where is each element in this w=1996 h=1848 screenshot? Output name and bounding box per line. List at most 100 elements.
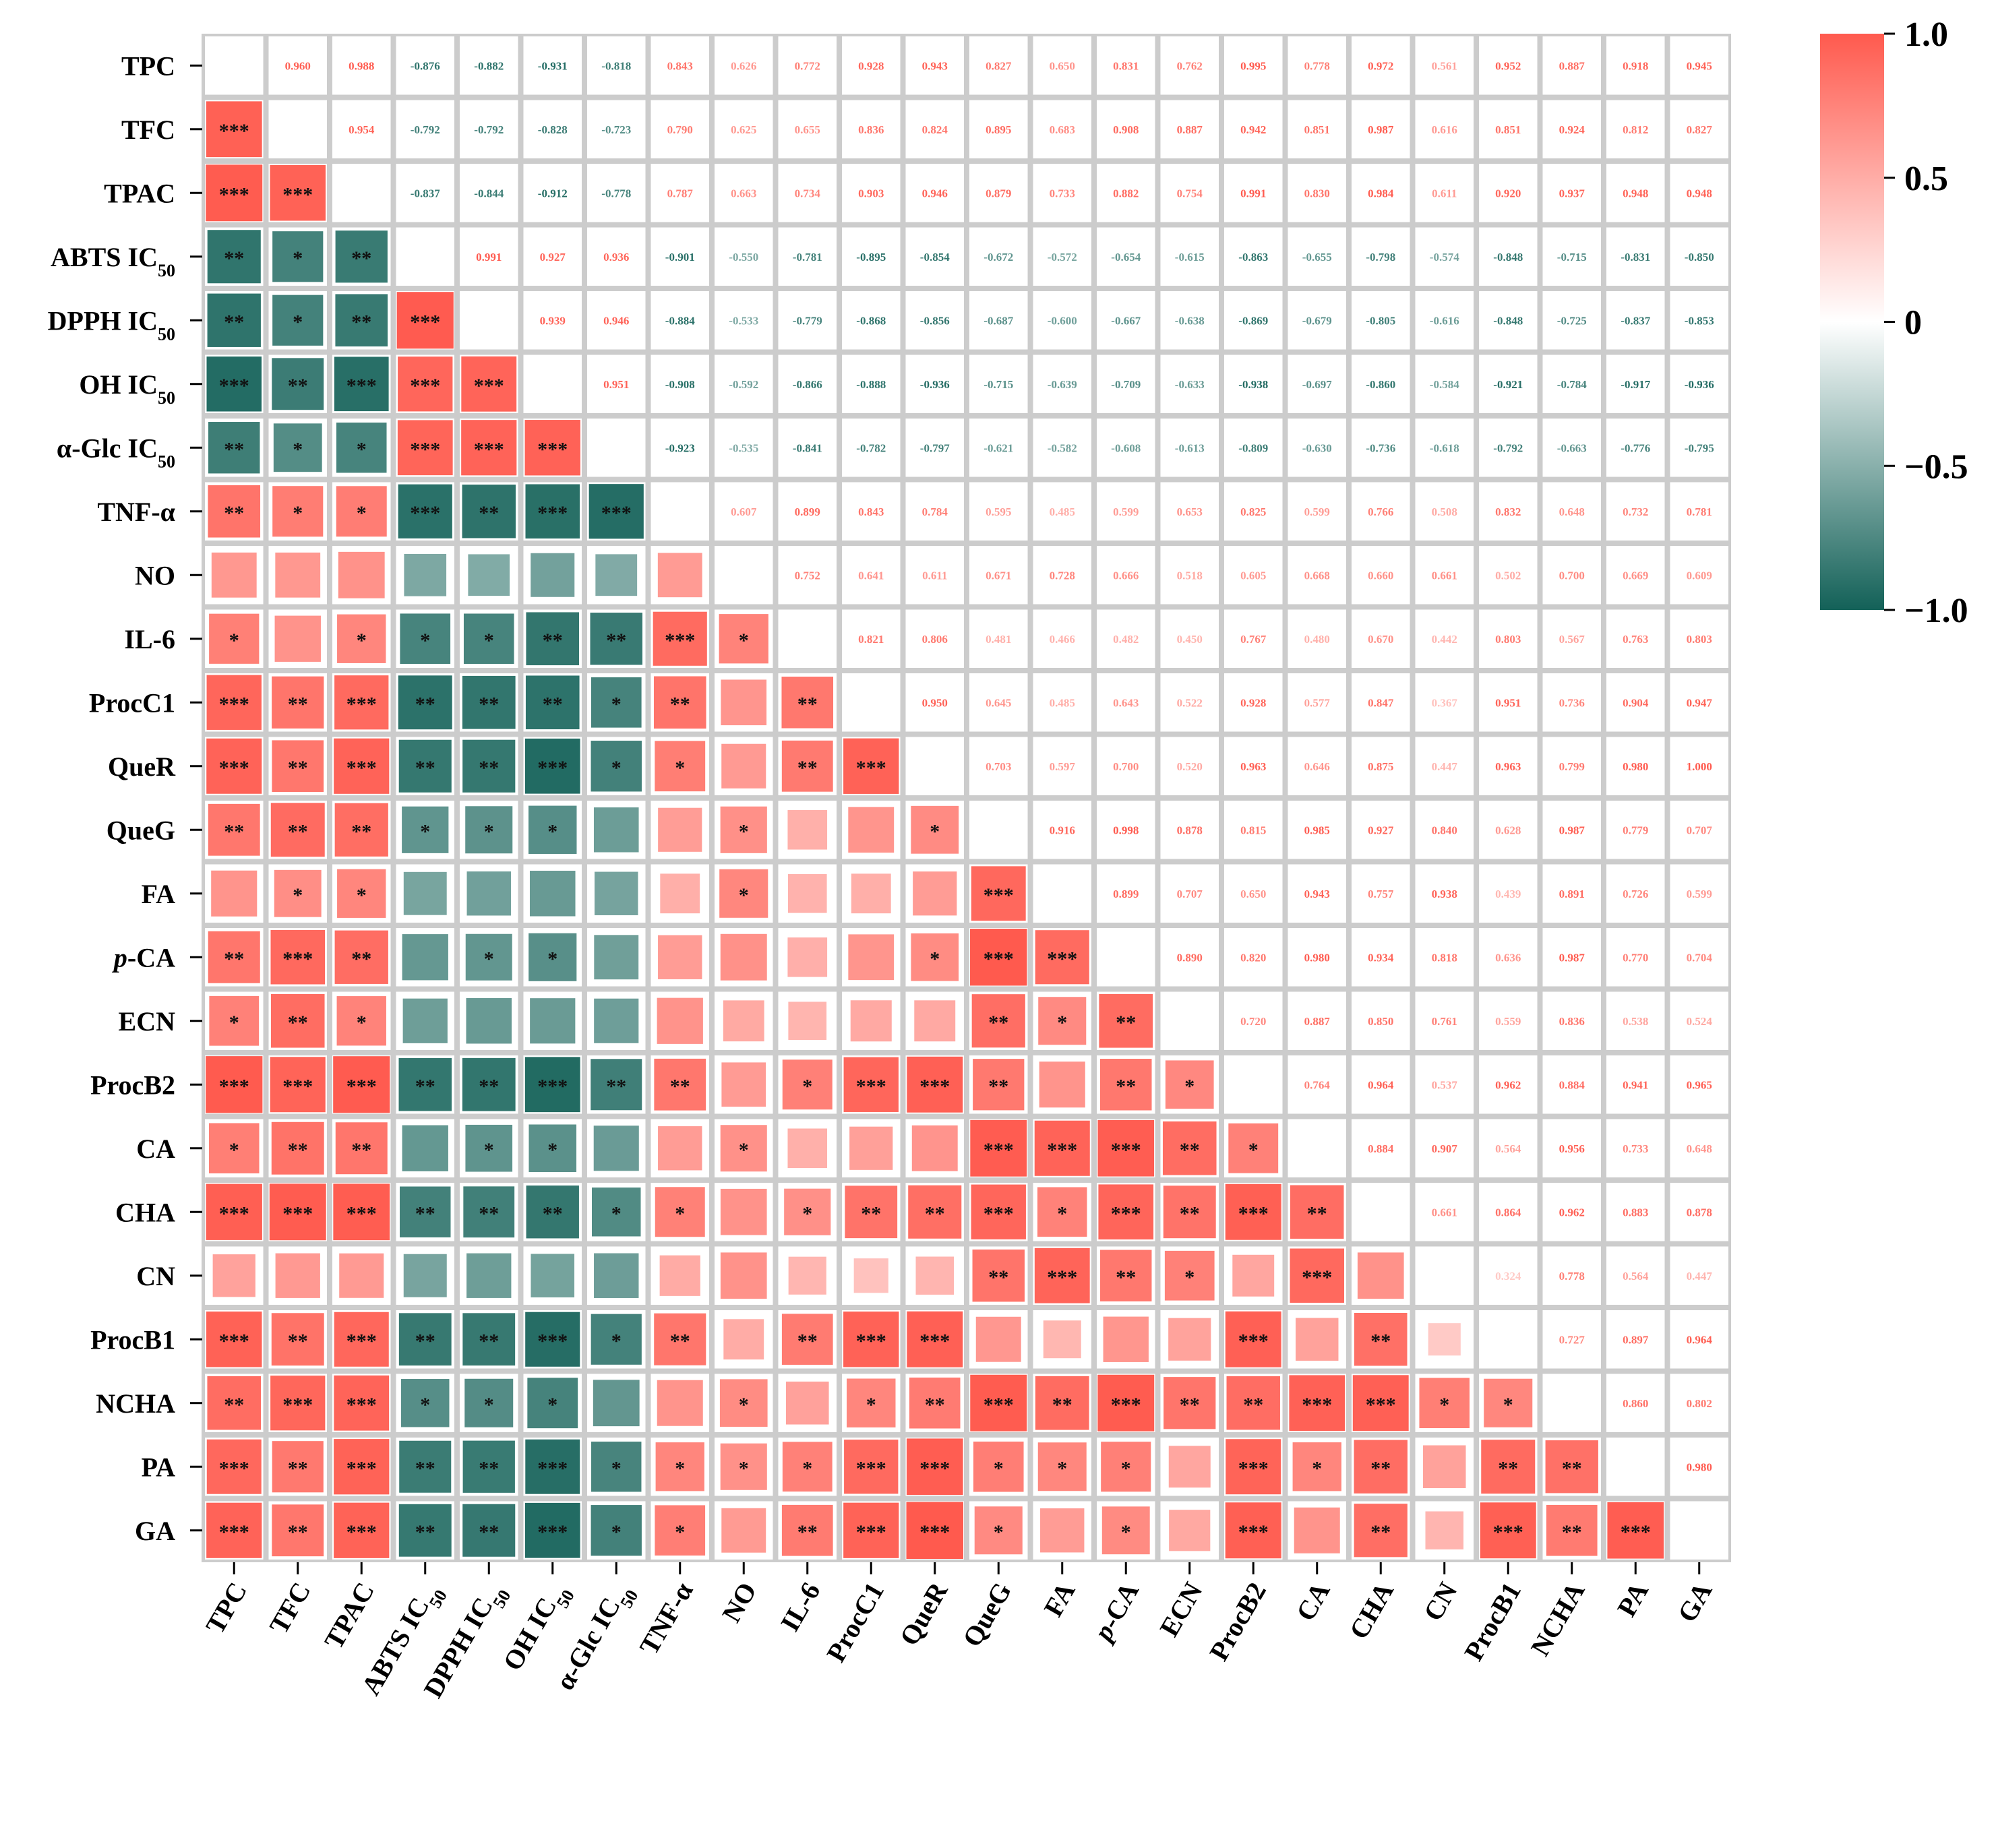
corr-square bbox=[334, 675, 389, 730]
corr-square bbox=[970, 1374, 1027, 1431]
corr-square bbox=[525, 1312, 580, 1367]
cell-background bbox=[396, 164, 454, 222]
corr-square bbox=[1232, 1254, 1275, 1297]
y-tick-label: QueG bbox=[107, 815, 175, 845]
corr-square bbox=[588, 484, 644, 539]
corr-square bbox=[207, 230, 261, 284]
significance-stars: ** bbox=[415, 1330, 435, 1352]
corr-value: -0.938 bbox=[1238, 378, 1268, 391]
cell-background bbox=[651, 164, 709, 222]
corr-value: 0.778 bbox=[1559, 1270, 1585, 1283]
significance-stars: ** bbox=[1562, 1457, 1582, 1479]
corr-square bbox=[851, 873, 891, 914]
cell-background bbox=[1670, 1501, 1728, 1560]
cell-background bbox=[1097, 164, 1155, 222]
corr-value: 0.878 bbox=[1687, 1206, 1712, 1219]
cell-background bbox=[1415, 291, 1474, 350]
corr-value: 0.605 bbox=[1240, 569, 1266, 582]
cell-background bbox=[1160, 737, 1219, 795]
cell-background bbox=[651, 482, 709, 541]
corr-square bbox=[462, 485, 516, 538]
cell-background bbox=[1606, 482, 1665, 541]
corr-value: 0.599 bbox=[1687, 888, 1712, 900]
corr-value: 0.815 bbox=[1240, 824, 1266, 836]
corr-square bbox=[206, 1183, 262, 1240]
corr-value: -0.792 bbox=[474, 123, 504, 136]
cell-background bbox=[778, 100, 837, 158]
cell-background bbox=[1542, 355, 1601, 413]
corr-square bbox=[1035, 930, 1089, 985]
corr-value: -0.584 bbox=[1430, 378, 1459, 391]
corr-square bbox=[658, 1126, 702, 1171]
corr-value: 0.942 bbox=[1240, 123, 1266, 136]
corr-square bbox=[1484, 1378, 1533, 1427]
corr-square bbox=[208, 1123, 260, 1174]
cell-background bbox=[523, 291, 582, 350]
significance-stars: * bbox=[229, 1012, 239, 1034]
corr-square bbox=[334, 1439, 390, 1495]
x-tick-label: ProcB1 bbox=[1458, 1577, 1527, 1666]
cell-background bbox=[1542, 801, 1601, 859]
corr-square bbox=[1225, 1502, 1281, 1559]
y-tick-label: NCHA bbox=[96, 1388, 175, 1419]
cell-background bbox=[1224, 164, 1283, 222]
corr-value: 0.908 bbox=[1113, 123, 1139, 136]
significance-stars: * bbox=[293, 438, 303, 460]
y-tick-label: CA bbox=[136, 1134, 175, 1164]
corr-square bbox=[720, 806, 767, 853]
y-tick-label: FA bbox=[142, 879, 175, 909]
x-tick-label: NCHA bbox=[1525, 1577, 1591, 1661]
corr-value: -0.550 bbox=[729, 251, 758, 264]
significance-stars: * bbox=[802, 1457, 812, 1479]
cell-background bbox=[969, 609, 1028, 668]
corr-value: -0.781 bbox=[793, 251, 822, 264]
corr-value: -0.841 bbox=[793, 441, 822, 454]
corr-value: -0.837 bbox=[1621, 314, 1650, 327]
significance-stars: *** bbox=[1111, 1394, 1141, 1416]
corr-value: 0.830 bbox=[1304, 187, 1330, 199]
corr-square bbox=[1607, 1502, 1664, 1559]
cell-background bbox=[1606, 1246, 1665, 1305]
significance-stars: *** bbox=[537, 1521, 568, 1543]
cell-background bbox=[1542, 36, 1601, 95]
cell-background bbox=[268, 36, 327, 95]
corr-square bbox=[334, 738, 390, 794]
significance-stars: * bbox=[866, 1394, 876, 1416]
corr-square bbox=[593, 1126, 639, 1171]
significance-stars: ** bbox=[797, 757, 818, 779]
cell-background bbox=[1352, 36, 1410, 95]
cell-background bbox=[1670, 227, 1728, 286]
cell-background bbox=[1224, 100, 1283, 158]
significance-stars: *** bbox=[282, 1394, 313, 1416]
cell-background bbox=[969, 546, 1028, 605]
corr-value: -0.792 bbox=[411, 123, 440, 136]
cell-background bbox=[1670, 1119, 1728, 1177]
corr-value: -0.709 bbox=[1111, 378, 1141, 391]
corr-value: 0.924 bbox=[1559, 123, 1585, 136]
corr-square bbox=[719, 1379, 768, 1427]
corr-square bbox=[1034, 1248, 1090, 1303]
significance-stars: ** bbox=[797, 693, 818, 715]
corr-value: 0.934 bbox=[1368, 951, 1394, 964]
corr-square bbox=[396, 292, 454, 349]
colorbar-tick-label: −0.5 bbox=[1904, 448, 1968, 486]
corr-value: 0.963 bbox=[1495, 760, 1521, 773]
corr-value: 0.643 bbox=[1113, 696, 1139, 709]
significance-stars: * bbox=[1248, 1139, 1259, 1161]
corr-value: 0.847 bbox=[1368, 696, 1394, 709]
cell-background bbox=[587, 355, 646, 413]
significance-stars: ** bbox=[1498, 1457, 1518, 1479]
cell-background bbox=[1542, 1374, 1601, 1432]
corr-square bbox=[1481, 1440, 1536, 1494]
cell-background bbox=[969, 419, 1028, 477]
significance-stars: *** bbox=[346, 1521, 377, 1543]
cell-background bbox=[1542, 1119, 1601, 1177]
significance-stars: * bbox=[675, 757, 685, 779]
corr-value: 0.577 bbox=[1304, 696, 1331, 709]
significance-stars: *** bbox=[537, 438, 568, 460]
corr-square bbox=[207, 293, 261, 347]
corr-value: -0.853 bbox=[1685, 314, 1714, 327]
cell-background bbox=[778, 164, 837, 222]
y-tick-label: DPPH IC50 bbox=[48, 305, 175, 344]
x-tick-label: ProcC1 bbox=[820, 1577, 890, 1667]
